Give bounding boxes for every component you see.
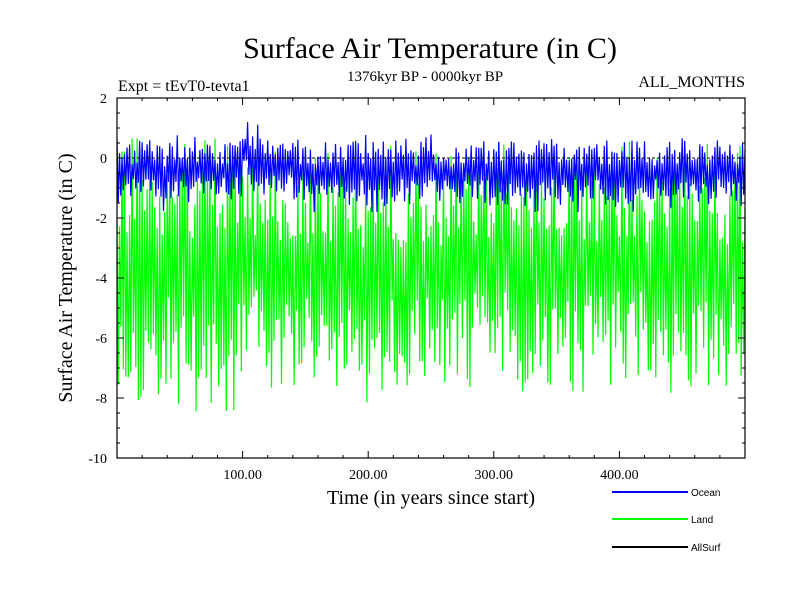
y-tick-label: -2 <box>95 212 107 227</box>
chart-subtitle: 1376kyr BP - 0000kyr BP <box>347 69 503 85</box>
y-axis: 2 0 -2 -4 -6 -8 -10 <box>88 92 745 467</box>
legend-item-ocean: Ocean <box>612 488 720 499</box>
y-axis-label: Surface Air Temperature (in C) <box>55 153 77 402</box>
legend-label-land: Land <box>691 515 713 526</box>
series-land <box>116 138 746 412</box>
plot-area <box>116 121 746 412</box>
x-tick-label: 300.00 <box>475 468 514 483</box>
expt-label: Expt = tEvT0-tevta1 <box>118 78 250 95</box>
legend-item-allsurf: AllSurf <box>612 543 721 554</box>
legend-item-land: Land <box>612 515 713 526</box>
x-axis: 100.00 200.00 300.00 400.00 <box>141 98 721 483</box>
series-ocean <box>116 121 746 213</box>
x-tick-label: 100.00 <box>223 468 262 483</box>
legend-label-ocean: Ocean <box>691 488 720 499</box>
y-tick-label: 2 <box>100 92 107 107</box>
y-tick-label: -8 <box>95 392 107 407</box>
legend: Ocean Land AllSurf <box>612 488 721 554</box>
y-tick-label: -6 <box>95 332 107 347</box>
x-tick-label: 200.00 <box>349 468 388 483</box>
months-label: ALL_MONTHS <box>638 74 745 91</box>
chart-title: Surface Air Temperature (in C) <box>243 32 617 65</box>
legend-label-allsurf: AllSurf <box>691 543 721 554</box>
y-tick-label: 0 <box>100 152 107 167</box>
x-tick-label: 400.00 <box>600 468 639 483</box>
y-tick-label: -4 <box>95 272 107 287</box>
x-axis-label: Time (in years since start) <box>327 487 535 509</box>
y-tick-label: -10 <box>88 452 107 467</box>
